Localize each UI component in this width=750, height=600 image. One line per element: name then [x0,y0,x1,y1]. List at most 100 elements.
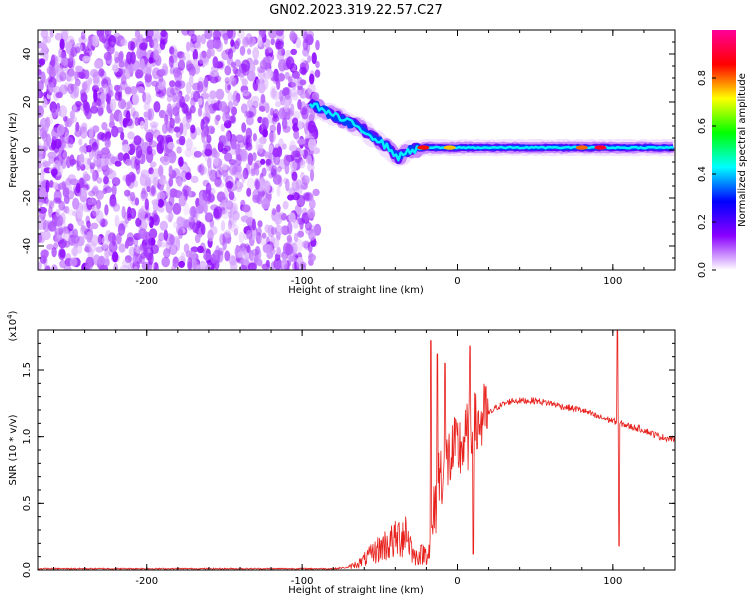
noise-cell [77,154,85,167]
noise-cell [207,157,212,169]
noise-cell [246,70,256,82]
noise-cell [104,138,111,149]
noise-cell [242,167,249,180]
noise-cell [203,107,211,119]
noise-cell [133,180,139,188]
noise-cell [309,73,315,85]
noise-cell [144,198,149,210]
noise-cell [225,130,231,143]
noise-cell [136,86,145,94]
noise-cell [60,51,67,60]
noise-cell [223,145,231,152]
noise-cell [225,200,234,210]
noise-cell [64,131,70,143]
noise-cell [153,101,161,113]
noise-cell [81,81,88,91]
noise-cell [241,78,248,86]
noise-cell [79,145,87,154]
noise-cell [178,54,186,62]
noise-cell [215,169,222,180]
noise-cell [117,98,127,110]
noise-cell [291,171,298,181]
noise-cell [165,120,174,132]
noise-cell [54,138,62,149]
noise-cell [68,68,75,82]
noise-cell [104,186,113,193]
noise-cell [300,178,308,186]
noise-cell [169,67,174,75]
noise-cell [248,105,257,118]
noise-cell [195,127,202,136]
noise-cell [55,225,64,233]
noise-cell [105,94,110,103]
noise-cell [287,194,295,201]
snr-y-axis-label: SNR (10 * v/v) [8,414,19,485]
noise-cell [271,90,281,101]
noise-cell [245,142,253,151]
noise-cell [237,251,245,259]
noise-cell [151,168,161,179]
noise-cell [75,65,83,73]
noise-cell [301,30,308,40]
noise-cell [302,47,310,57]
noise-cell [51,214,58,228]
noise-cell [258,105,266,112]
noise-cell [165,242,172,253]
noise-cell [236,38,241,46]
noise-cell [276,204,281,213]
noise-cell [283,86,292,100]
noise-cell [251,100,259,109]
noise-cell [179,122,184,135]
noise-cell [225,181,234,189]
noise-cell [183,202,190,216]
noise-cell [224,80,231,94]
noise-cell [241,171,246,184]
noise-cell [229,215,235,226]
noise-cell [54,227,63,236]
noise-cell [53,197,62,204]
noise-cell [182,116,189,128]
noise-cell [217,140,224,153]
noise-cell [239,45,246,56]
noise-cell [104,30,112,37]
noise-cell [159,241,167,248]
noise-cell [80,225,86,232]
noise-cell [38,211,44,220]
noise-cell [83,48,93,58]
noise-cell [192,58,199,67]
noise-cell [292,117,299,126]
noise-cell [38,149,43,163]
noise-cell [38,233,43,244]
noise-cell [212,30,222,41]
noise-cell [224,152,233,162]
noise-cell [158,164,164,178]
noise-cell [247,48,251,55]
noise-cell [200,265,208,270]
noise-cell [261,263,271,270]
noise-cell [163,229,168,241]
noise-cell [291,180,300,192]
noise-cell [186,41,191,52]
noise-cell [177,228,184,239]
noise-cell [40,30,49,39]
noise-cell [79,126,88,139]
noise-cell [48,113,54,125]
noise-cell [263,56,271,69]
noise-cell [185,250,193,258]
noise-cell [206,195,212,205]
noise-cell [108,232,116,243]
noise-cell [53,189,62,203]
x-tick-label: -200 [135,276,158,287]
noise-cell [124,189,131,197]
noise-cell [178,260,186,268]
noise-cell [51,247,57,258]
noise-cell [276,185,281,197]
noise-cell [280,95,285,106]
noise-cell [219,233,226,246]
noise-cell [227,76,235,83]
noise-cell [234,59,241,67]
noise-cell [72,197,80,210]
noise-cell [38,80,44,91]
noise-cell [265,181,271,193]
noise-cell [148,140,158,148]
